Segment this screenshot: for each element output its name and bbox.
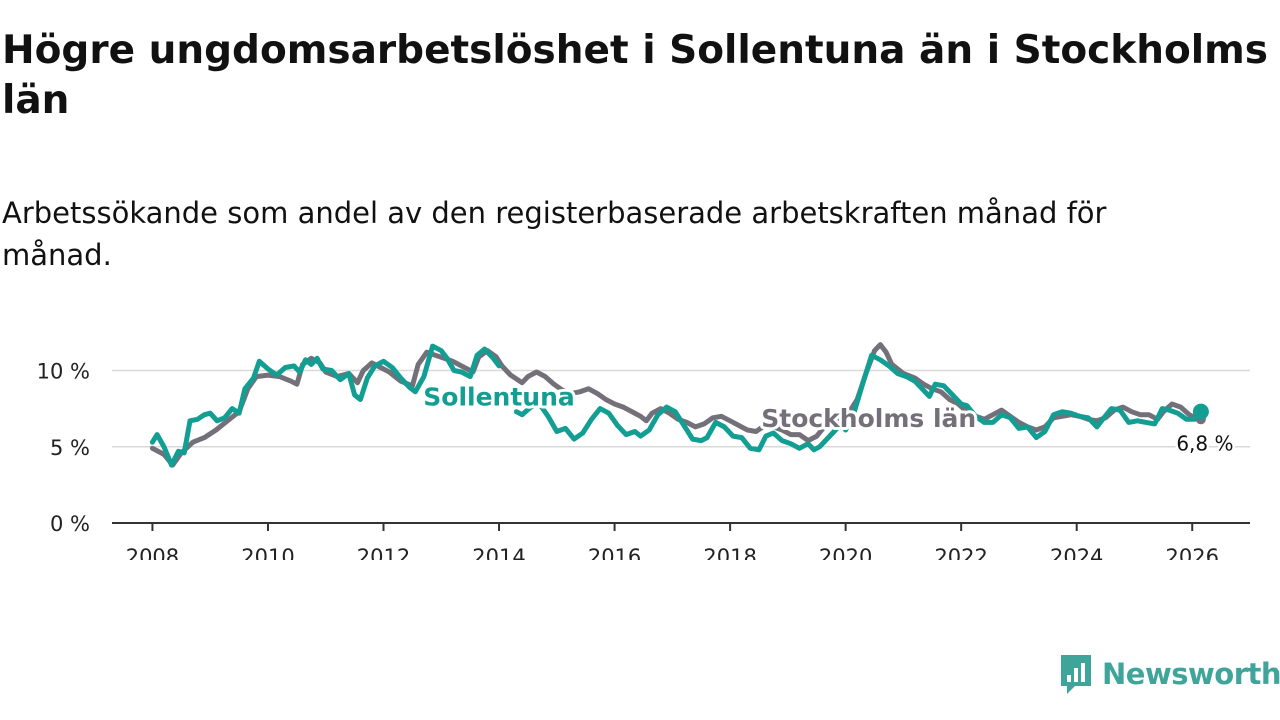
- series-line-sollentuna: [843, 352, 1204, 441]
- newsworthy-logo-icon: [1061, 655, 1091, 694]
- y-tick-label: 0 %: [50, 512, 90, 536]
- series-label-sollentuna: Sollentuna: [423, 382, 575, 411]
- line-chart: 0 % 5 % 10 % 2008 2010 2012 2014 2016 2018 2020 20…: [37, 342, 1250, 560]
- x-tick-label: 2008: [126, 545, 179, 560]
- x-tick-label: 2016: [588, 545, 641, 560]
- brand-name: Newsworthy: [1102, 657, 1280, 691]
- chart-subtitle: Arbetssökande som andel av den registerb…: [2, 196, 1107, 272]
- x-tick-label: 2012: [357, 545, 410, 560]
- x-tick-label: 2024: [1050, 545, 1103, 560]
- series-line-sollentuna: [513, 401, 840, 453]
- y-tick-label: 10 %: [37, 360, 90, 384]
- y-tick-label: 5 %: [50, 436, 90, 460]
- end-point-sollentuna: [1192, 403, 1209, 420]
- x-tick-label: 2020: [819, 545, 872, 560]
- series-label-stockholms-län: Stockholms län: [761, 404, 976, 433]
- page-title: Högre ungdomsarbetslöshet i Sollentuna ä…: [2, 28, 1269, 123]
- x-tick-label: 2018: [703, 545, 756, 560]
- newsworthy-logo: Newsworthy: [1058, 652, 1280, 696]
- end-value-stockholms-lan: 6,8 %: [1176, 431, 1233, 455]
- series-line-sollentuna: [149, 343, 502, 468]
- x-tick-label: 2010: [241, 545, 294, 560]
- x-tick-label: 2026: [1166, 545, 1219, 560]
- x-tick-label: 2014: [472, 545, 525, 560]
- x-tick-label: 2022: [934, 545, 987, 560]
